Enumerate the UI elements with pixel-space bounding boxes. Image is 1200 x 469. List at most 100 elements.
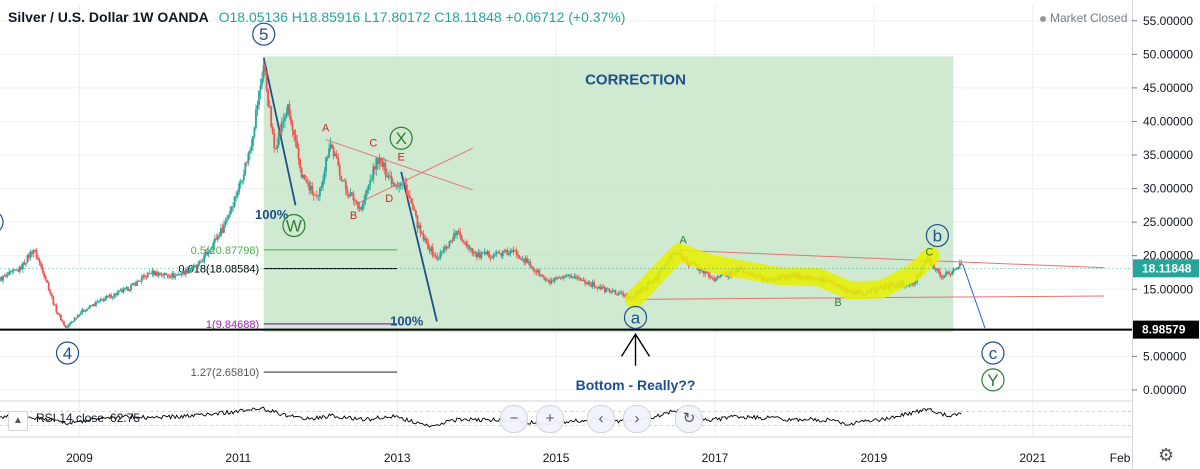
pct-label: 100% bbox=[255, 207, 289, 222]
candle-body bbox=[102, 299, 105, 301]
candle-body bbox=[90, 305, 93, 307]
candle-body bbox=[542, 276, 545, 279]
sub-wave-label: E bbox=[397, 151, 404, 163]
candle-body bbox=[456, 230, 458, 236]
candle-body bbox=[518, 255, 521, 259]
candle-body bbox=[527, 261, 530, 263]
candle-body bbox=[6, 274, 9, 276]
candle-body bbox=[24, 262, 27, 265]
candle-body bbox=[290, 116, 292, 123]
candle-body bbox=[948, 271, 951, 274]
candle-body bbox=[200, 261, 202, 263]
candle-body bbox=[11, 271, 14, 272]
candle-body bbox=[87, 308, 90, 309]
price-tick-label: 5.00000 bbox=[1143, 349, 1187, 363]
candle-body bbox=[486, 251, 489, 255]
candle-body bbox=[405, 184, 408, 195]
candle-body bbox=[18, 266, 21, 272]
highlight-band bbox=[624, 243, 941, 309]
candle-body bbox=[255, 109, 257, 128]
candle-body bbox=[573, 276, 576, 278]
candle-body bbox=[343, 180, 346, 182]
candle-body bbox=[383, 162, 385, 167]
candle-body bbox=[35, 250, 38, 259]
candle-body bbox=[590, 284, 593, 287]
candle-body bbox=[605, 288, 608, 293]
candle-body bbox=[351, 192, 353, 194]
candle-body bbox=[181, 270, 184, 274]
candle-body bbox=[553, 278, 556, 282]
candle-body bbox=[620, 292, 623, 293]
candle-body bbox=[565, 274, 568, 276]
candle-body bbox=[699, 269, 702, 271]
candle-body bbox=[270, 106, 273, 128]
candle-body bbox=[67, 324, 70, 328]
reset-chart-button[interactable]: ↻ bbox=[675, 405, 703, 433]
gear-icon[interactable]: ⚙ bbox=[1158, 445, 1175, 465]
support-price-label: 8.98579 bbox=[1142, 323, 1186, 337]
candle-body bbox=[616, 294, 618, 296]
candle-body bbox=[716, 276, 719, 278]
candle-body bbox=[169, 277, 172, 279]
candle-body bbox=[245, 162, 248, 164]
candle-body bbox=[521, 259, 524, 261]
candle-body bbox=[32, 250, 35, 254]
candle-body bbox=[568, 274, 571, 276]
candle-body bbox=[709, 275, 711, 278]
rsi-pane bbox=[0, 400, 1132, 438]
candle-body bbox=[329, 144, 332, 149]
symbol-title[interactable]: Silver / U.S. Dollar 1W OANDA bbox=[8, 9, 209, 25]
candle-body bbox=[386, 175, 388, 178]
candle-body bbox=[177, 274, 180, 276]
candle-body bbox=[361, 203, 364, 210]
sub-wave-label: B bbox=[350, 210, 357, 222]
candle-body bbox=[360, 206, 362, 210]
zoom-in-button[interactable]: + bbox=[536, 405, 564, 433]
candle-body bbox=[79, 312, 82, 315]
candle-body bbox=[58, 314, 61, 316]
candle-body bbox=[136, 280, 139, 286]
candle-body bbox=[282, 120, 285, 122]
candle-body bbox=[955, 269, 958, 270]
candle-body bbox=[440, 251, 443, 253]
candle-body bbox=[326, 157, 329, 158]
correction-label: CORRECTION bbox=[585, 72, 686, 89]
scroll-left-button[interactable]: ‹ bbox=[587, 405, 615, 433]
candle-body bbox=[407, 194, 410, 196]
candle-body bbox=[113, 293, 116, 298]
candle-body bbox=[475, 252, 478, 258]
candle-body bbox=[501, 251, 504, 257]
candle-body bbox=[913, 282, 915, 285]
candle-body bbox=[195, 265, 198, 267]
candle-body bbox=[44, 276, 47, 280]
candle-body bbox=[937, 268, 940, 272]
candle-body bbox=[715, 277, 717, 282]
candle-body bbox=[544, 278, 547, 281]
candle-body bbox=[96, 301, 99, 303]
candle-body bbox=[603, 286, 606, 293]
price-tick-label: 55.00000 bbox=[1143, 14, 1193, 28]
candle-body bbox=[303, 174, 306, 180]
candle-body bbox=[439, 252, 442, 259]
candle-body bbox=[117, 290, 120, 293]
candle-body bbox=[471, 248, 474, 254]
candle-body bbox=[556, 277, 559, 280]
candle-body bbox=[413, 208, 416, 211]
candle-body bbox=[134, 283, 137, 286]
zoom-out-button[interactable]: − bbox=[500, 405, 528, 433]
candle-body bbox=[5, 274, 7, 277]
candle-body bbox=[431, 247, 434, 256]
candle-body bbox=[442, 250, 445, 252]
price-tick-label: 0.00000 bbox=[1143, 383, 1187, 397]
scroll-right-button[interactable]: › bbox=[623, 405, 651, 433]
candle-body bbox=[358, 206, 361, 209]
collapse-pane-button[interactable]: ▲ bbox=[8, 411, 28, 431]
candle-body bbox=[529, 261, 532, 267]
candle-body bbox=[550, 280, 553, 284]
candle-body bbox=[459, 231, 461, 236]
candle-body bbox=[315, 195, 318, 197]
candle-body bbox=[425, 238, 428, 243]
candle-body bbox=[203, 255, 206, 262]
candle-body bbox=[70, 321, 73, 323]
